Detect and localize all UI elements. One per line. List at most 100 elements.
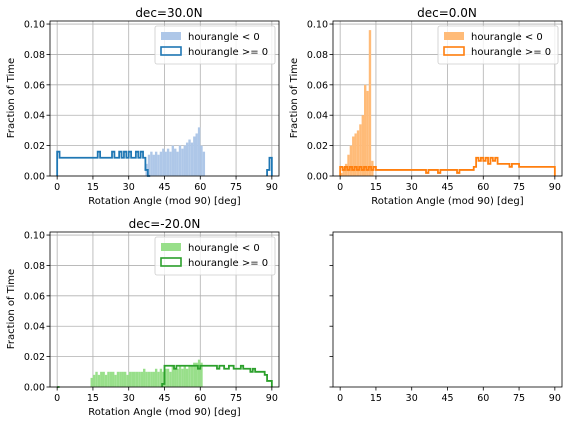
histogram-bar bbox=[126, 374, 129, 387]
histogram-bar bbox=[359, 124, 362, 176]
x-tick-label: 30 bbox=[406, 182, 418, 193]
histogram-bar bbox=[195, 133, 198, 176]
histogram-bar bbox=[152, 371, 155, 387]
y-tick-label: 0.00 bbox=[24, 383, 45, 394]
histogram-bar bbox=[128, 371, 132, 387]
histogram-bar bbox=[169, 151, 172, 176]
x-tick-label: 30 bbox=[123, 182, 135, 193]
histogram-bar bbox=[195, 362, 198, 387]
histogram-bar bbox=[185, 142, 189, 176]
plot-frame bbox=[332, 231, 563, 388]
x-axis-label: Rotation Angle (mod 90) [deg] bbox=[371, 196, 523, 207]
histogram-bar bbox=[102, 371, 105, 387]
histogram-bar bbox=[368, 30, 372, 177]
panel-dec-30: dec=30.0N 0 15 30 45 60 75 90 0.00 0.02 0.04 0.06… bbox=[6, 6, 280, 207]
panel-dec-0: dec=0.0N 0 15 30 45 60 75 90 0.00 0.02 0.04 0.06 0… bbox=[289, 6, 563, 207]
y-tick-label: 0.08 bbox=[307, 50, 328, 61]
histogram-bar bbox=[92, 374, 96, 387]
histogram-bar bbox=[116, 371, 120, 387]
histogram-bar bbox=[138, 371, 141, 387]
histogram-bar bbox=[364, 84, 367, 176]
histogram-bar bbox=[174, 148, 177, 176]
x-tick-label: 75 bbox=[230, 182, 242, 193]
legend-label: hourangle < 0 bbox=[471, 32, 543, 43]
x-tick-label: 90 bbox=[549, 182, 561, 193]
histogram-bar bbox=[95, 371, 98, 387]
x-tick-label: 15 bbox=[87, 182, 99, 193]
histogram-bar bbox=[197, 127, 201, 176]
histogram-bar bbox=[135, 371, 139, 387]
y-tick-label: 0.08 bbox=[24, 50, 45, 61]
legend-swatch-step bbox=[160, 257, 182, 267]
legend: hourangle < 0 hourangle >= 0 bbox=[154, 236, 276, 276]
legend-swatch-filled bbox=[161, 243, 181, 251]
y-axis-label: Fraction of Time bbox=[289, 58, 300, 138]
x-tick-label: 45 bbox=[441, 393, 453, 404]
legend-box bbox=[154, 25, 276, 65]
histogram-bar bbox=[169, 371, 172, 387]
histogram-bar bbox=[197, 359, 201, 387]
histogram-bar bbox=[183, 145, 186, 176]
histogram-bar bbox=[344, 163, 348, 176]
x-tick-label: 60 bbox=[477, 182, 489, 193]
histogram-bar bbox=[352, 136, 355, 176]
legend-box bbox=[154, 236, 276, 276]
histogram-bar bbox=[112, 371, 115, 387]
legend-label: hourangle >= 0 bbox=[188, 258, 268, 269]
legend-label: hourangle >= 0 bbox=[188, 47, 268, 58]
histogram-bar bbox=[162, 148, 165, 176]
histogram-bar bbox=[193, 362, 196, 387]
x-tick-label: 45 bbox=[441, 182, 453, 193]
legend-label: hourangle >= 0 bbox=[471, 47, 551, 58]
histogram-bar bbox=[171, 365, 175, 387]
y-tick-label: 0.04 bbox=[24, 322, 45, 333]
x-tick-label: 90 bbox=[266, 393, 278, 404]
x-tick-label: 60 bbox=[194, 393, 206, 404]
x-axis-label: Rotation Angle (mod 90) [deg] bbox=[88, 196, 240, 207]
histogram-bar bbox=[147, 371, 151, 387]
y-axis-label: Fraction of Time bbox=[6, 58, 17, 138]
histogram-bar bbox=[190, 142, 194, 176]
histogram-bar bbox=[162, 371, 165, 387]
histogram-bar bbox=[178, 365, 182, 387]
x-tick-label: 60 bbox=[477, 393, 489, 404]
histogram-bar bbox=[109, 371, 113, 387]
histogram-bar bbox=[188, 365, 191, 387]
histogram-bar bbox=[133, 371, 136, 387]
histogram-bar bbox=[171, 145, 175, 176]
y-tick-label: 0.02 bbox=[307, 141, 328, 152]
histogram-bar bbox=[176, 368, 179, 387]
x-tick-label: 0 bbox=[54, 182, 60, 193]
histogram-bar bbox=[147, 154, 151, 176]
y-tick-label: 0.10 bbox=[24, 20, 45, 31]
histogram-bar bbox=[90, 377, 93, 387]
x-tick-label: 30 bbox=[406, 393, 418, 404]
panel-title: dec=-20.0N bbox=[129, 217, 201, 231]
y-tick-label: 0.04 bbox=[24, 111, 45, 122]
histogram-bar bbox=[131, 371, 134, 387]
histogram-bar bbox=[119, 371, 122, 387]
histogram-bar bbox=[150, 371, 153, 387]
histogram-bar bbox=[159, 151, 163, 176]
legend-swatch-step bbox=[160, 46, 182, 56]
y-tick-label: 0.10 bbox=[307, 20, 328, 31]
histogram-bar bbox=[200, 145, 203, 176]
x-tick-label: 75 bbox=[230, 393, 242, 404]
legend: hourangle < 0 hourangle >= 0 bbox=[437, 25, 559, 65]
histogram-bar bbox=[361, 115, 365, 176]
x-tick-label: 0 bbox=[337, 393, 343, 404]
histogram-bar bbox=[121, 371, 124, 387]
histogram-bar bbox=[181, 148, 184, 176]
y-tick-label: 0.04 bbox=[307, 111, 328, 122]
histogram-bar bbox=[114, 374, 117, 387]
x-tick-label: 90 bbox=[266, 182, 278, 193]
legend-swatch-filled bbox=[161, 32, 181, 40]
histogram-bar bbox=[193, 136, 196, 176]
histogram-bar bbox=[190, 365, 194, 387]
histogram-bar bbox=[342, 166, 345, 176]
panel-title: dec=30.0N bbox=[135, 6, 202, 20]
panel-dec-minus-20: dec=-20.0N 0 15 30 45 60 75 90 0.00 0.02 0.04 0.0… bbox=[6, 217, 280, 418]
histogram-bar bbox=[107, 371, 110, 387]
histogram-bar bbox=[143, 368, 146, 387]
histogram-bar bbox=[104, 374, 108, 387]
